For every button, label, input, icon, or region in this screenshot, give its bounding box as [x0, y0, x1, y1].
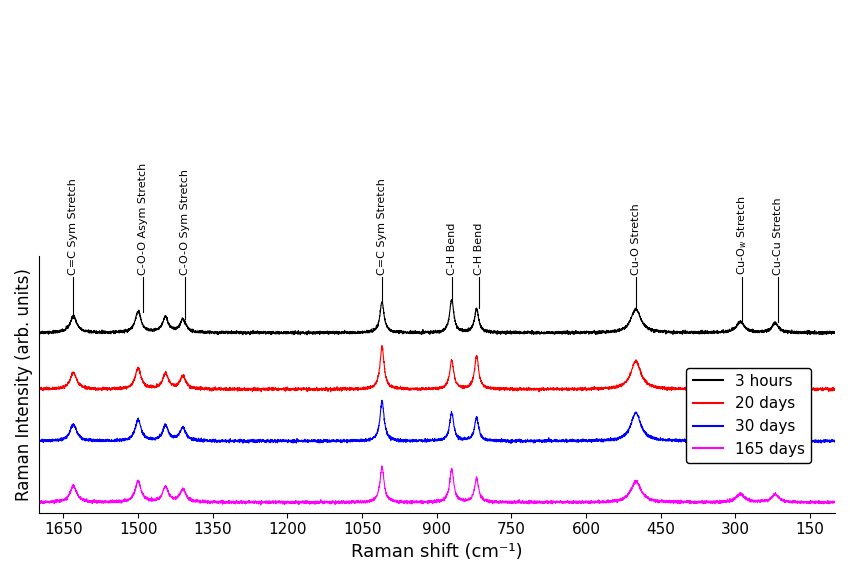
- 165 days: [824, 501, 834, 507]
- 165 days: [256, 502, 266, 509]
- 30 days: [377, 397, 387, 404]
- 30 days: [33, 437, 43, 444]
- Text: C-O-O Asym Stretch: C-O-O Asym Stretch: [138, 162, 148, 275]
- 30 days: [390, 437, 400, 444]
- 3 hours: [33, 329, 43, 336]
- 30 days: [218, 438, 229, 445]
- 30 days: [227, 438, 237, 445]
- 20 days: [824, 388, 834, 395]
- 3 hours: [390, 328, 400, 335]
- Text: C-H Bend: C-H Bend: [447, 222, 456, 275]
- 165 days: [33, 498, 43, 505]
- 165 days: [830, 498, 840, 505]
- 30 days: [334, 438, 344, 445]
- 165 days: [218, 498, 229, 505]
- 20 days: [334, 384, 344, 391]
- 165 days: [227, 499, 237, 506]
- Legend: 3 hours, 20 days, 30 days, 165 days: 3 hours, 20 days, 30 days, 165 days: [687, 367, 812, 463]
- Text: Cu-Cu Stretch: Cu-Cu Stretch: [773, 197, 783, 275]
- 20 days: [390, 384, 400, 391]
- 165 days: [391, 498, 401, 505]
- 3 hours: [218, 329, 229, 336]
- Text: C=C Sym Stretch: C=C Sym Stretch: [68, 178, 78, 275]
- 20 days: [377, 342, 387, 349]
- 20 days: [534, 388, 544, 395]
- 3 hours: [830, 330, 840, 337]
- 165 days: [377, 463, 387, 469]
- 3 hours: [334, 328, 344, 335]
- Y-axis label: Raman Intensity (arb. units): Raman Intensity (arb. units): [15, 268, 33, 501]
- 3 hours: [447, 296, 457, 303]
- 165 days: [334, 498, 344, 505]
- 3 hours: [227, 329, 237, 336]
- 20 days: [218, 386, 229, 393]
- 30 days: [824, 437, 834, 444]
- 3 hours: [223, 331, 233, 338]
- 20 days: [33, 386, 43, 393]
- 3 hours: [824, 329, 834, 336]
- Line: 30 days: 30 days: [38, 400, 835, 443]
- Text: Cu-O Stretch: Cu-O Stretch: [631, 203, 641, 275]
- Text: C-O-O Sym Stretch: C-O-O Sym Stretch: [180, 169, 190, 275]
- 165 days: [223, 499, 233, 506]
- Line: 165 days: 165 days: [38, 466, 835, 505]
- 30 days: [506, 439, 516, 446]
- 20 days: [227, 386, 237, 393]
- Line: 20 days: 20 days: [38, 346, 835, 392]
- X-axis label: Raman shift (cm⁻¹): Raman shift (cm⁻¹): [351, 543, 523, 561]
- Line: 3 hours: 3 hours: [38, 300, 835, 335]
- Text: Cu-O$_w$ Stretch: Cu-O$_w$ Stretch: [735, 195, 749, 275]
- Text: C-H Bend: C-H Bend: [474, 222, 484, 275]
- 20 days: [830, 386, 840, 393]
- 30 days: [223, 437, 233, 444]
- 30 days: [830, 437, 840, 444]
- 20 days: [223, 385, 233, 392]
- Text: C=C Sym Stretch: C=C Sym Stretch: [377, 178, 387, 275]
- 3 hours: [302, 331, 312, 338]
